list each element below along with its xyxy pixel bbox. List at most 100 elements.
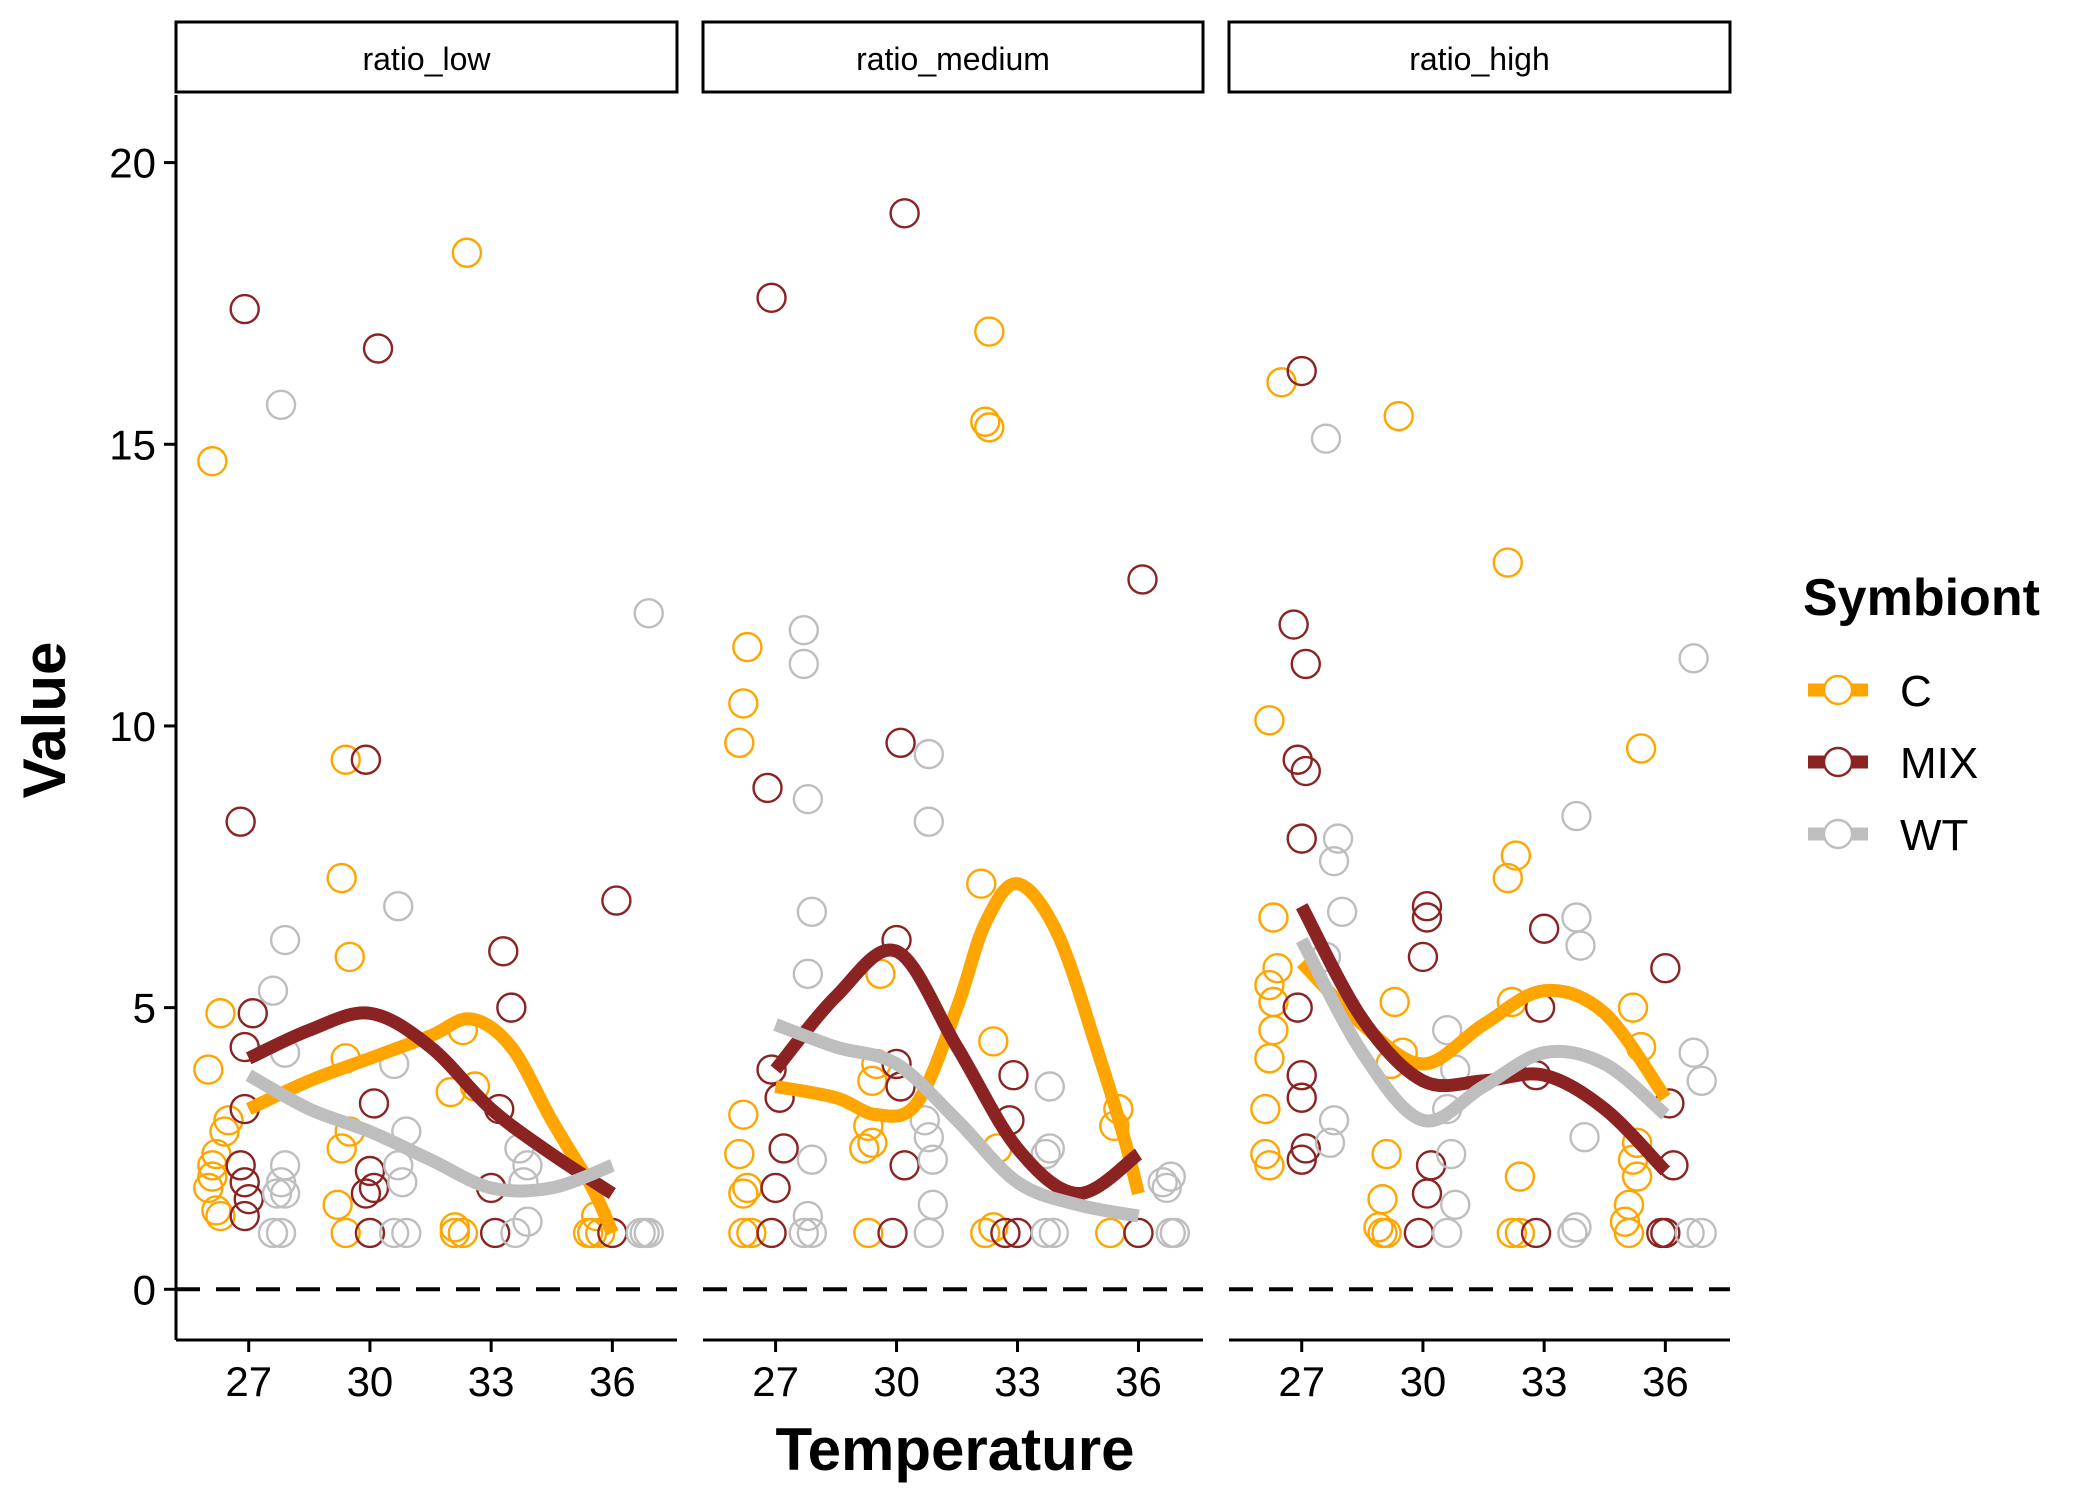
- data-point-mix: [889, 1150, 920, 1181]
- data-point-c: [1625, 733, 1657, 764]
- x-tick-label: 33: [994, 1358, 1041, 1405]
- data-point-wt: [269, 1178, 301, 1209]
- data-point-c: [849, 1133, 880, 1164]
- data-point-mix: [1282, 744, 1313, 775]
- legend-label: C: [1900, 667, 1932, 716]
- trend-line-mix: [1295, 903, 1671, 1176]
- facet-strip: [1227, 20, 1732, 94]
- trend-layer: [770, 877, 1145, 1223]
- data-point-wt: [1318, 1105, 1350, 1136]
- data-point-c: [1621, 1161, 1653, 1192]
- data-point-wt: [265, 1217, 297, 1249]
- data-point-c: [1504, 1161, 1536, 1192]
- data-point-wt: [1436, 1138, 1467, 1170]
- data-point-mix: [1127, 564, 1158, 595]
- trend-line-wt: [245, 1069, 615, 1198]
- y-tick-label: 15: [109, 421, 156, 468]
- data-point-c: [205, 998, 236, 1029]
- data-point-wt: [792, 783, 824, 815]
- data-point-mix: [233, 1183, 264, 1215]
- data-point-wt: [269, 1150, 301, 1181]
- data-point-c: [205, 1200, 236, 1232]
- data-point-c: [1254, 1043, 1285, 1074]
- data-point-wt: [788, 648, 820, 680]
- data-point-mix: [998, 1060, 1029, 1091]
- data-point-c: [1500, 840, 1532, 871]
- x-tick-label: 36: [1115, 1358, 1162, 1405]
- data-point-c: [1613, 1217, 1645, 1249]
- data-point-mix: [1286, 1144, 1317, 1175]
- data-point-c: [435, 1076, 466, 1108]
- data-point-c: [1262, 952, 1293, 984]
- data-point-mix: [1282, 992, 1313, 1023]
- data-point-wt: [1034, 1133, 1065, 1164]
- data-point-c: [1617, 992, 1649, 1023]
- legend-key-point: [1822, 746, 1854, 778]
- data-point-mix: [1286, 823, 1317, 854]
- data-point-wt: [391, 1217, 422, 1249]
- legend-item-wt: WT: [1808, 811, 1968, 860]
- data-point-wt: [1565, 930, 1596, 961]
- data-point-mix: [1411, 902, 1443, 933]
- legend-label: MIX: [1900, 739, 1978, 788]
- data-point-wt: [1151, 1172, 1182, 1204]
- data-point-mix: [1415, 1150, 1447, 1181]
- data-point-c: [974, 316, 1005, 347]
- x-axis: 27 30 33 36: [1229, 1338, 1730, 1405]
- data-point-wt: [1686, 1065, 1717, 1097]
- data-point-mix: [1407, 941, 1439, 973]
- legend-title: Symbiont: [1803, 569, 2040, 627]
- data-point-mix: [488, 936, 519, 967]
- data-point-wt: [913, 1217, 945, 1249]
- data-point-c: [330, 744, 361, 775]
- data-point-wt: [792, 1200, 824, 1232]
- trend-line-c: [774, 877, 1145, 1196]
- trend-layer: [245, 1006, 619, 1236]
- facet-panel-ratio_low: ratio_low 27 30 33 36: [174, 20, 679, 1405]
- facet-strip: [701, 20, 1205, 94]
- points-layer: [1250, 355, 1717, 1249]
- data-point-wt: [1678, 643, 1709, 674]
- data-point-mix: [756, 1054, 787, 1085]
- legend-keys: C MIX WT: [1808, 667, 1978, 860]
- data-point-mix: [496, 992, 527, 1023]
- data-point-c: [857, 1127, 888, 1159]
- data-point-wt: [1674, 1217, 1705, 1249]
- data-point-c: [724, 727, 755, 759]
- data-point-mix: [1290, 648, 1321, 680]
- data-point-wt: [512, 1150, 543, 1181]
- y-axis-title: Value: [11, 642, 78, 799]
- data-point-wt: [913, 1121, 945, 1153]
- data-point-c: [1254, 969, 1285, 1001]
- data-point-mix: [756, 1217, 787, 1249]
- x-axis: 27 30 33 36: [703, 1338, 1203, 1405]
- legend-item-c: C: [1808, 667, 1932, 716]
- data-point-wt: [1569, 1121, 1600, 1153]
- data-point-mix: [1403, 1217, 1435, 1249]
- trend-line-mix: [770, 943, 1143, 1201]
- data-point-mix: [362, 333, 394, 364]
- data-point-c: [1371, 1138, 1402, 1170]
- data-point-wt: [512, 1206, 543, 1237]
- data-point-mix: [889, 198, 920, 229]
- data-point-wt: [1030, 1217, 1061, 1249]
- data-point-wt: [1034, 1071, 1065, 1102]
- data-point-c: [447, 1217, 479, 1249]
- data-point-mix: [768, 1133, 799, 1164]
- data-point-c: [1250, 1093, 1281, 1125]
- data-point-c: [326, 1133, 357, 1164]
- data-point-mix: [358, 1172, 390, 1204]
- data-point-c: [1258, 1014, 1289, 1046]
- data-point-c: [728, 1099, 759, 1130]
- data-point-wt: [913, 738, 945, 770]
- data-point-c: [970, 1217, 1001, 1249]
- data-point-c: [728, 1178, 759, 1209]
- data-point-wt: [1686, 1217, 1717, 1249]
- data-point-mix: [760, 1172, 791, 1204]
- x-axis-title: Temperature: [775, 1416, 1134, 1483]
- data-point-mix: [752, 772, 783, 804]
- x-tick-label: 27: [1278, 1358, 1325, 1405]
- data-point-c: [197, 1161, 228, 1192]
- data-point-c: [439, 1217, 470, 1249]
